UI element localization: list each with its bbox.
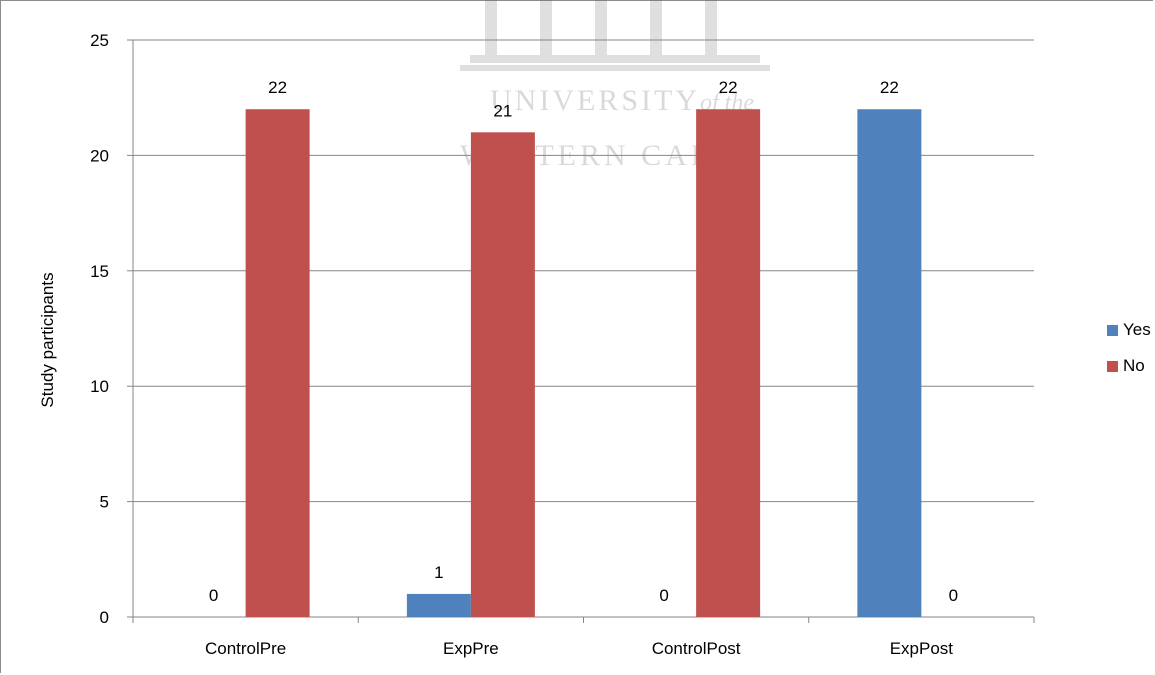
legend-swatch-yes — [1107, 324, 1118, 336]
y-tick-label: 0 — [100, 608, 109, 627]
data-label-no: 21 — [493, 101, 512, 120]
bar-no — [245, 109, 310, 618]
legend-item-no: No — [1107, 348, 1151, 384]
data-label-no: 0 — [949, 586, 958, 605]
y-tick-label: 15 — [90, 262, 109, 281]
y-tick-label: 20 — [90, 146, 109, 165]
data-label-no: 22 — [719, 78, 738, 97]
x-tick-label: ControlPost — [652, 639, 741, 658]
data-label-yes: 22 — [880, 78, 899, 97]
legend-label-no: No — [1123, 356, 1145, 375]
data-label-yes: 0 — [209, 586, 218, 605]
y-tick-label: 10 — [90, 377, 109, 396]
legend: Yes No — [1107, 312, 1151, 384]
legend-item-yes: Yes — [1107, 312, 1151, 348]
watermark-line1: UNIVERSITY — [490, 84, 700, 117]
bar-no — [470, 132, 535, 617]
bar-yes — [406, 593, 471, 617]
x-tick-label: ExpPost — [890, 639, 954, 658]
bar-yes — [857, 109, 922, 618]
data-labels: 0 22 1 21 0 22 22 0 — [209, 78, 958, 605]
x-tick-label: ControlPre — [205, 639, 286, 658]
data-label-yes: 1 — [434, 563, 443, 582]
data-label-no: 22 — [268, 78, 287, 97]
y-tick-label: 5 — [100, 493, 109, 512]
y-axis-title: Study participants — [38, 272, 57, 407]
x-tick-label: ExpPre — [443, 639, 499, 658]
legend-swatch-no — [1107, 360, 1118, 372]
bars — [245, 109, 922, 618]
bar-no — [696, 109, 761, 618]
y-tick-label: 25 — [90, 31, 109, 50]
data-label-yes: 0 — [659, 586, 668, 605]
legend-label-yes: Yes — [1123, 320, 1151, 339]
